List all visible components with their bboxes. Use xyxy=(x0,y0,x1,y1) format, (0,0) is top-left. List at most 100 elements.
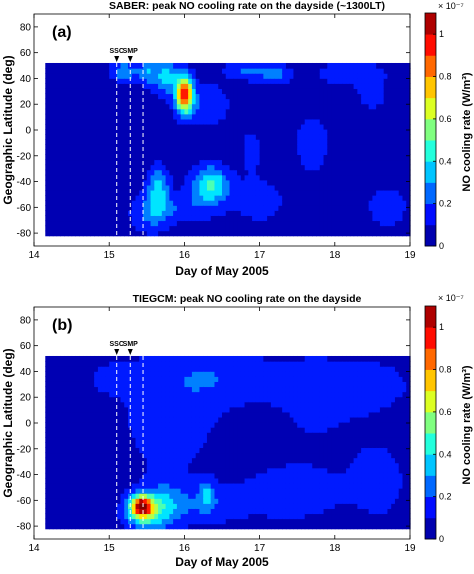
heatmap-cell xyxy=(342,134,346,140)
heatmap-cell xyxy=(301,215,305,221)
heatmap-cell xyxy=(335,129,339,135)
heatmap-cell xyxy=(57,488,61,494)
heatmap-cell xyxy=(166,381,170,387)
heatmap-cell xyxy=(124,422,128,428)
heatmap-cell xyxy=(83,144,87,150)
heatmap-cell xyxy=(271,175,275,181)
heatmap-cell xyxy=(207,124,211,130)
heatmap-cell xyxy=(316,63,320,69)
heatmap-cell xyxy=(203,195,207,201)
heatmap-cell xyxy=(196,124,200,130)
heatmap-cell xyxy=(45,231,49,237)
heatmap-cell xyxy=(173,154,177,160)
heatmap-cell xyxy=(151,63,155,69)
heatmap-cell xyxy=(158,205,162,211)
heatmap-cell xyxy=(102,226,106,232)
heatmap-cell xyxy=(94,83,98,89)
heatmap-cell xyxy=(188,371,192,377)
heatmap-cell xyxy=(64,437,68,443)
heatmap-cell xyxy=(335,231,339,237)
heatmap-cell xyxy=(203,376,207,382)
heatmap-cell xyxy=(98,488,102,494)
heatmap-cell xyxy=(301,226,305,232)
heatmap-cell xyxy=(147,412,151,418)
heatmap-cell xyxy=(267,109,271,115)
heatmap-cell xyxy=(53,376,57,382)
heatmap-cell xyxy=(162,508,166,514)
heatmap-cell xyxy=(147,427,151,433)
heatmap-cell xyxy=(376,185,380,191)
heatmap-cell xyxy=(68,93,72,99)
heatmap-cell xyxy=(117,159,121,165)
heatmap-cell xyxy=(184,134,188,140)
heatmap-cell xyxy=(132,412,136,418)
heatmap-cell xyxy=(342,159,346,165)
heatmap-cell xyxy=(124,159,128,165)
heatmap-cell xyxy=(57,165,61,171)
heatmap-cell xyxy=(222,205,226,211)
heatmap-cell xyxy=(192,119,196,125)
heatmap-cell xyxy=(151,422,155,428)
heatmap-cell xyxy=(286,83,290,89)
heatmap-cell xyxy=(312,231,316,237)
heatmap-cell xyxy=(324,231,328,237)
heatmap-cell xyxy=(132,165,136,171)
heatmap-cell xyxy=(233,78,237,84)
heatmap-cell xyxy=(211,417,215,423)
heatmap-cell xyxy=(354,139,358,145)
heatmap-cell xyxy=(335,200,339,206)
heatmap-cell xyxy=(245,144,249,150)
heatmap-cell xyxy=(184,376,188,382)
heatmap-cell xyxy=(87,83,91,89)
heatmap-cell xyxy=(162,73,166,79)
heatmap-cell xyxy=(260,109,264,115)
heatmap-cell xyxy=(354,129,358,135)
heatmap-cell xyxy=(335,210,339,216)
heatmap-cell xyxy=(233,104,237,110)
heatmap-cell xyxy=(245,170,249,176)
heatmap-cell xyxy=(286,73,290,79)
heatmap-cell xyxy=(105,68,109,74)
heatmap-cell xyxy=(60,210,64,216)
heatmap-cell xyxy=(218,185,222,191)
heatmap-cell xyxy=(124,226,128,232)
heatmap-cell xyxy=(184,154,188,160)
heatmap-cell xyxy=(102,144,106,150)
heatmap-cell xyxy=(98,215,102,221)
heatmap-cell xyxy=(286,220,290,226)
heatmap-cell xyxy=(158,381,162,387)
heatmap-cell xyxy=(158,422,162,428)
heatmap-cell xyxy=(117,129,121,135)
heatmap-cell xyxy=(256,185,260,191)
heatmap-cell xyxy=(75,442,79,448)
heatmap-cell xyxy=(365,63,369,69)
heatmap-cell xyxy=(222,149,226,155)
heatmap-cell xyxy=(293,99,297,105)
heatmap-cell xyxy=(105,93,109,99)
heatmap-cell xyxy=(327,109,331,115)
heatmap-cell xyxy=(184,386,188,392)
heatmap-cell xyxy=(301,205,305,211)
heatmap-cell xyxy=(184,483,188,489)
heatmap-cell xyxy=(60,170,64,176)
heatmap-cell xyxy=(64,109,68,115)
heatmap-cell xyxy=(124,200,128,206)
heatmap-cell xyxy=(98,437,102,443)
heatmap-cell xyxy=(320,109,324,115)
heatmap-cell xyxy=(297,231,301,237)
heatmap-cell xyxy=(271,195,275,201)
heatmap-cell xyxy=(53,215,57,221)
heatmap-cell xyxy=(346,73,350,79)
heatmap-cell xyxy=(207,376,211,382)
heatmap-cell xyxy=(158,73,162,79)
heatmap-cell xyxy=(350,159,354,165)
heatmap-cell xyxy=(320,205,324,211)
heatmap-cell xyxy=(158,427,162,433)
heatmap-cell xyxy=(53,134,57,140)
heatmap-cell xyxy=(245,165,249,171)
heatmap-cell xyxy=(192,478,196,484)
heatmap-cell xyxy=(192,83,196,89)
heatmap-cell xyxy=(75,447,79,453)
heatmap-cell xyxy=(68,452,72,458)
heatmap-cell xyxy=(278,195,282,201)
